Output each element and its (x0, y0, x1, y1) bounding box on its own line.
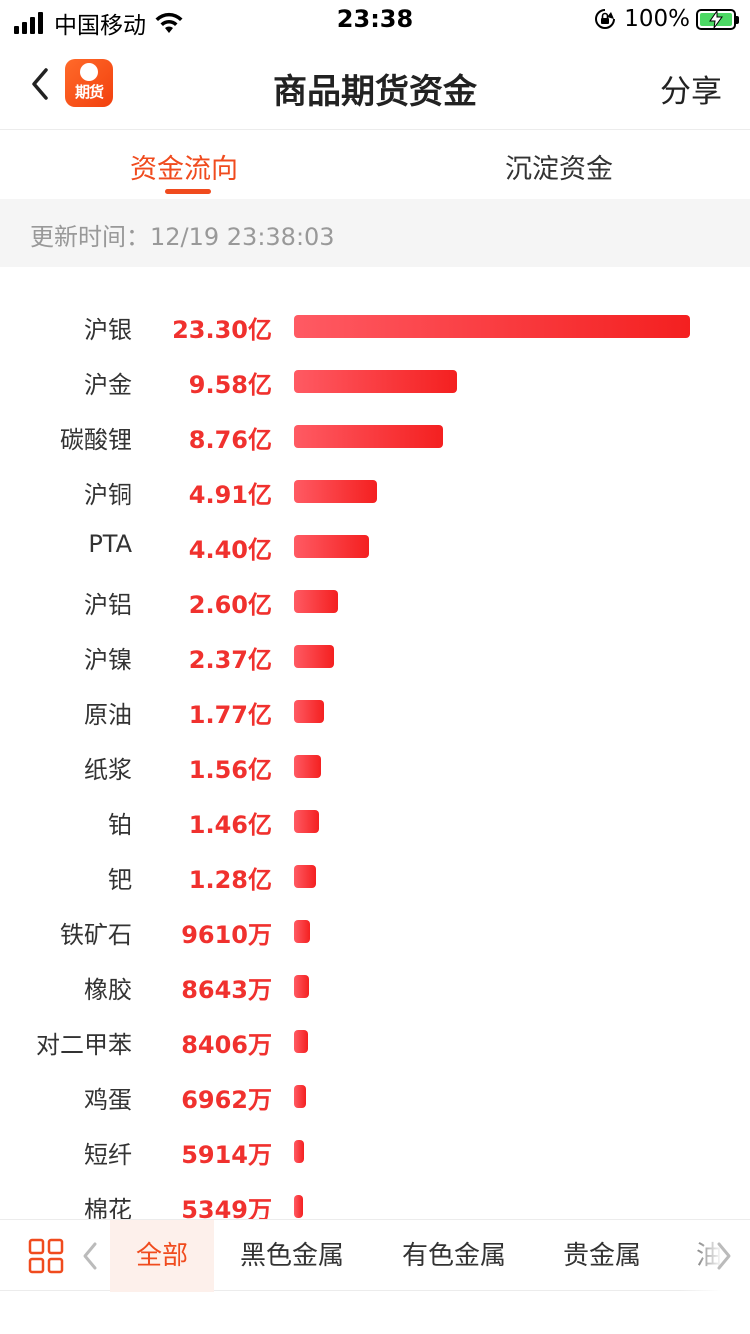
category-bar: 全部 黑色金属 有色金属 贵金属 油 (0, 1219, 750, 1292)
fund-flow-value: 8406万 (181, 1031, 272, 1059)
category-all[interactable]: 全部 (110, 1220, 214, 1292)
fund-flow-value: 23.30亿 (172, 316, 272, 344)
chart-row[interactable]: 沪金 9.58亿 (0, 354, 750, 409)
fund-flow-bar (294, 315, 690, 338)
wifi-icon (155, 12, 183, 33)
fund-flow-value: 4.40亿 (188, 536, 272, 564)
nav-bar: 期货 商品期货资金 分享 (0, 40, 750, 130)
back-arrow-icon[interactable] (26, 64, 56, 104)
update-time: 更新时间：12/19 23:38:03 (30, 223, 335, 251)
commodity-name: 短纤 (84, 1141, 132, 1169)
fund-flow-bar (294, 590, 338, 613)
fund-flow-value: 1.46亿 (188, 811, 272, 839)
tab-fund-flow[interactable]: 资金流向 (130, 154, 238, 185)
commodity-name: 铁矿石 (60, 921, 132, 949)
scroll-fade (680, 1220, 750, 1292)
commodity-name: 对二甲苯 (36, 1031, 132, 1059)
page-title: 商品期货资金 (273, 72, 477, 112)
chart-row[interactable]: 沪镍 2.37亿 (0, 629, 750, 684)
fund-flow-bar (294, 1085, 306, 1108)
chart-row[interactable]: 沪银 23.30亿 (0, 299, 750, 354)
category-precious-metals[interactable]: 贵金属 (563, 1241, 642, 1271)
fund-flow-value: 1.28亿 (188, 866, 272, 894)
fund-flow-chart: 沪银 23.30亿沪金 9.58亿碳酸锂 8.76亿沪铜 4.91亿 PTA 4.40亿沪铝… (0, 299, 750, 1234)
chart-row[interactable]: 短纤 5914万 (0, 1124, 750, 1179)
chart-row[interactable]: 对二甲苯 8406万 (0, 1014, 750, 1069)
commodity-name: 沪镍 (84, 646, 132, 674)
fund-flow-bar (294, 755, 321, 778)
commodity-name: 橡胶 (84, 976, 132, 1004)
fund-flow-value: 2.37亿 (188, 646, 272, 674)
fund-flow-bar (294, 425, 443, 448)
fund-flow-bar (294, 700, 324, 723)
fund-flow-bar (294, 645, 334, 668)
chart-row[interactable]: 原油 1.77亿 (0, 684, 750, 739)
chart-row[interactable]: 鸡蛋 6962万 (0, 1069, 750, 1124)
battery-percent: 100% (624, 6, 690, 32)
tab-active-indicator (165, 189, 211, 194)
fund-flow-bar (294, 865, 316, 888)
commodity-name: 沪铜 (84, 481, 132, 509)
fund-flow-bar (294, 1030, 308, 1053)
fund-flow-bar (294, 480, 377, 503)
commodity-name: 钯 (108, 866, 132, 894)
fund-flow-value: 8643万 (181, 976, 272, 1004)
app-logo: 期货 (65, 59, 113, 107)
category-nonferrous-metals[interactable]: 有色金属 (402, 1241, 507, 1271)
status-right: 100% (594, 6, 739, 32)
fund-flow-bar (294, 975, 309, 998)
fund-flow-value: 1.77亿 (188, 701, 272, 729)
fund-flow-value: 1.56亿 (188, 756, 272, 784)
signal-icon (14, 12, 46, 34)
fund-flow-value: 5914万 (181, 1141, 272, 1169)
commodity-name: 碳酸锂 (60, 426, 132, 454)
grid-menu-icon[interactable] (28, 1238, 64, 1274)
commodity-name: 原油 (84, 701, 132, 729)
chart-row[interactable]: PTA 4.40亿 (0, 519, 750, 574)
carrier-name: 中国移动 (54, 13, 146, 39)
fund-flow-value: 9610万 (181, 921, 272, 949)
update-row: 更新时间：12/19 23:38:03 (0, 199, 750, 267)
category-ferrous-metals[interactable]: 黑色金属 (240, 1241, 345, 1271)
commodity-name: 铂 (108, 811, 132, 839)
fund-flow-value: 6962万 (181, 1086, 272, 1114)
chart-row[interactable]: 橡胶 8643万 (0, 959, 750, 1014)
commodity-name: 纸浆 (84, 756, 132, 784)
battery-icon (696, 8, 739, 30)
share-button[interactable]: 分享 (660, 74, 722, 110)
fund-flow-bar (294, 810, 319, 833)
chevron-left-icon[interactable] (80, 1240, 100, 1272)
chart-row[interactable]: 铂 1.46亿 (0, 794, 750, 849)
fund-flow-bar (294, 1140, 304, 1163)
tab-bar: 资金流向 沉淀资金 (0, 131, 750, 199)
fund-flow-bar (294, 1195, 303, 1218)
commodity-name: 鸡蛋 (84, 1086, 132, 1114)
commodity-name: 沪铝 (84, 591, 132, 619)
status-bar: 中国移动 23:38 100% (0, 0, 750, 40)
chart-row[interactable]: 碳酸锂 8.76亿 (0, 409, 750, 464)
chart-row[interactable]: 铁矿石 9610万 (0, 904, 750, 959)
fund-flow-bar (294, 535, 369, 558)
rotation-lock-icon (595, 9, 616, 29)
chart-row[interactable]: 纸浆 1.56亿 (0, 739, 750, 794)
status-time: 23:38 (336, 5, 414, 33)
status-left: 中国移动 (14, 6, 184, 40)
fund-flow-value: 8.76亿 (188, 426, 272, 454)
fund-flow-value: 2.60亿 (188, 591, 272, 619)
fund-flow-value: 9.58亿 (188, 371, 272, 399)
commodity-name: 沪银 (84, 316, 132, 344)
fund-flow-bar (294, 370, 457, 393)
logo-mark-icon (80, 63, 98, 81)
tab-settled-funds[interactable]: 沉淀资金 (505, 154, 613, 185)
chart-row[interactable]: 钯 1.28亿 (0, 849, 750, 904)
fund-flow-value: 4.91亿 (188, 481, 272, 509)
chevron-right-icon[interactable] (714, 1240, 734, 1272)
chart-row[interactable]: 沪铜 4.91亿 (0, 464, 750, 519)
commodity-name: PTA (88, 530, 132, 558)
commodity-name: 沪金 (84, 371, 132, 399)
fund-flow-bar (294, 920, 310, 943)
chart-row[interactable]: 沪铝 2.60亿 (0, 574, 750, 629)
logo-text: 期货 (74, 83, 104, 101)
